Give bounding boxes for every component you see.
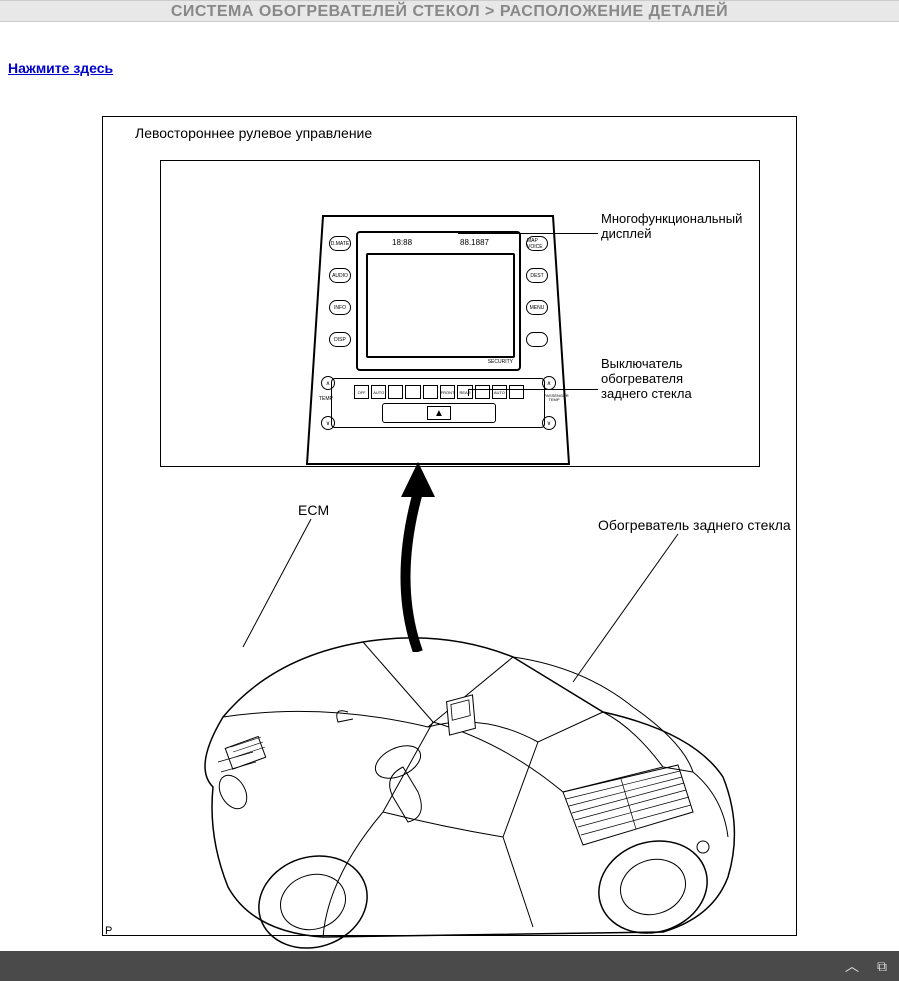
callout-line-switch-h (468, 389, 598, 390)
blank-button (526, 332, 548, 347)
steering-label: Левостороннее рулевое управление (135, 125, 372, 141)
audio-button: AUDIO (329, 268, 351, 283)
chevron-up-icon[interactable]: ︿ (845, 956, 859, 976)
interior-console (447, 695, 476, 735)
dest-button: DEST (526, 268, 548, 283)
disp-button: DISP (329, 332, 351, 347)
callout-line-multifunc (458, 233, 598, 234)
diagram-frame: Левостороннее рулевое управление 18:88 8… (102, 116, 797, 936)
security-label: SECURITY (488, 359, 513, 365)
click-here-link[interactable]: Нажмите здесь (8, 60, 113, 76)
ecm-module (225, 737, 265, 770)
dmate-button: D.MATE (329, 236, 351, 251)
mode-btn-1 (388, 385, 403, 399)
mode-btn-2 (405, 385, 420, 399)
car-illustration (183, 567, 743, 950)
callout-rear-defogger: Обогреватель заднего стекла (598, 517, 791, 533)
auto-btn: AUTO (371, 385, 386, 399)
callout-defogger-switch: Выключатель обогревателя заднего стекла (601, 356, 759, 401)
bottom-toolbar: ︿ ⧉ (0, 951, 899, 981)
mode-btn-3 (423, 385, 438, 399)
passenger-temp-label: PASSENGER TEMP (544, 394, 564, 402)
callout-multifunc: Многофункциональный дисплей (601, 211, 742, 241)
map-button: MAP VOICE (526, 236, 548, 251)
console-panel-frame: 18:88 88.1887 SECURITY D.MATE AUDIO INFO… (160, 160, 760, 467)
content-area: Нажмите здесь Левостороннее рулевое упра… (0, 22, 899, 950)
clock-display: 18:88 88.1887 (368, 238, 513, 250)
center-console: 18:88 88.1887 SECURITY D.MATE AUDIO INFO… (301, 206, 576, 466)
rear-def-btn: REAR (457, 385, 472, 399)
footer-letter: P (105, 925, 112, 937)
page-header: СИСТЕМА ОБОГРЕВАТЕЛЕЙ СТЕКОЛ > РАСПОЛОЖЕ… (0, 0, 899, 22)
info-button: INFO (329, 300, 351, 315)
display-screen (366, 253, 515, 358)
lower-control-panel: OFF AUTO FRONT REAR AUTO ▲ (331, 378, 545, 428)
screen-icon[interactable]: ⧉ (877, 958, 887, 975)
callout-ecm: ECM (298, 502, 329, 518)
mode-btn-4 (475, 385, 490, 399)
auto2-btn: AUTO (492, 385, 507, 399)
off-btn: OFF (354, 385, 369, 399)
hazard-panel: ▲ (382, 403, 496, 423)
callout-line-switch-v (468, 389, 469, 396)
front-def-btn: FRONT (440, 385, 456, 399)
rear-defogger-grid (563, 765, 693, 845)
climate-button-row: OFF AUTO FRONT REAR AUTO (354, 385, 524, 399)
menu-button: MENU (526, 300, 548, 315)
mode-btn-5 (509, 385, 524, 399)
temp-readout: 88.1887 (460, 238, 489, 250)
hazard-button: ▲ (427, 406, 451, 420)
screen-bezel: 18:88 88.1887 SECURITY (356, 231, 521, 371)
clock-time: 18:88 (392, 238, 412, 250)
